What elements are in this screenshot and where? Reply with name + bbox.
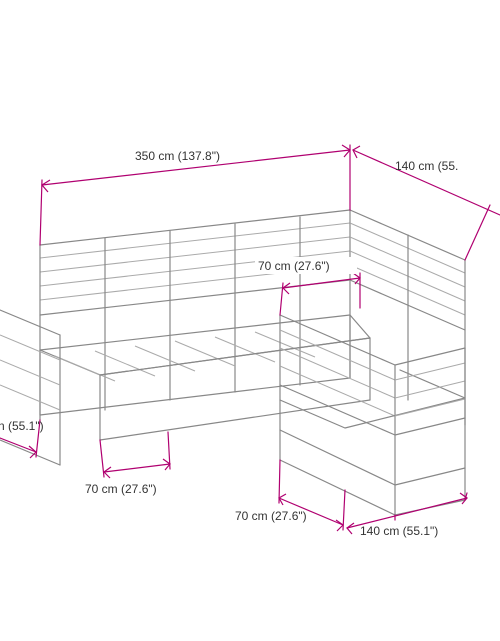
- dim-bot-right: 140 cm (55.1"): [347, 493, 467, 538]
- dim-bot-right-label: 140 cm (55.1"): [360, 524, 438, 538]
- seat-long: [40, 315, 370, 440]
- dim-bot-seg1-label: 70 cm (27.6"): [85, 482, 157, 496]
- dim-left-depth: n (55.1"): [0, 419, 44, 458]
- dim-left-depth-label: n (55.1"): [0, 419, 44, 433]
- dimension-arrows: 350 cm (137.8") 140 cm (55. 70 cm (27.6"…: [0, 145, 500, 538]
- front-right-module: [280, 315, 465, 515]
- furniture-dimension-diagram: 350 cm (137.8") 140 cm (55. 70 cm (27.6"…: [0, 0, 500, 641]
- back-wall-long: [40, 210, 350, 420]
- dim-mid-small-label: 70 cm (27.6"): [258, 259, 330, 273]
- dim-top-short-label: 140 cm (55.: [395, 159, 458, 173]
- dim-bot-seg1: 70 cm (27.6"): [85, 432, 170, 496]
- back-wall-right: [350, 210, 465, 425]
- dim-top-long-label: 350 cm (137.8"): [135, 149, 220, 163]
- dim-top-long: 350 cm (137.8"): [40, 145, 350, 245]
- dim-bot-seg2: 70 cm (27.6"): [235, 460, 345, 531]
- dim-mid-small: 70 cm (27.6"): [255, 257, 360, 315]
- dim-bot-seg2-label: 70 cm (27.6"): [235, 509, 307, 523]
